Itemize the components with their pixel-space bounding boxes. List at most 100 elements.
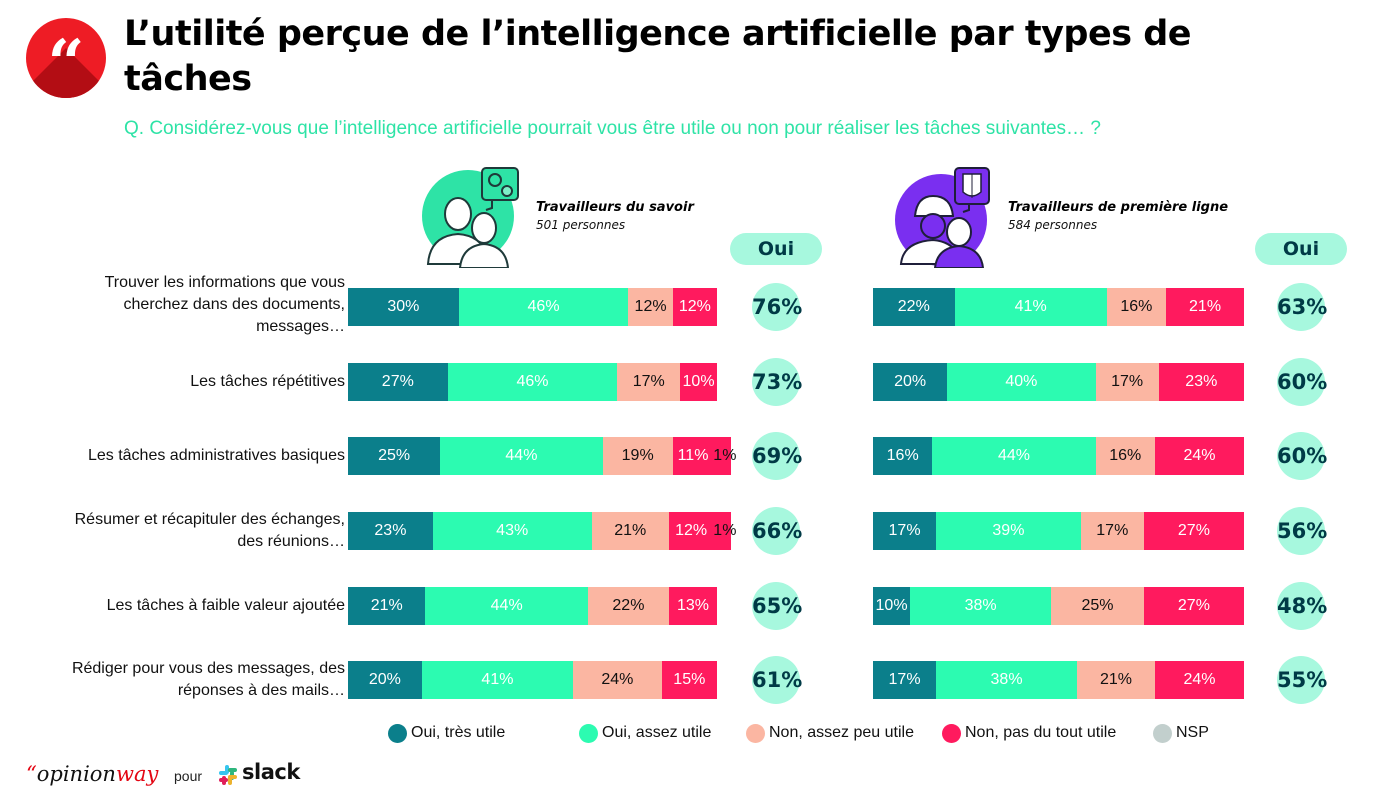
bar-segment-non-pas-du-tout-utile: 24% — [1154, 437, 1244, 475]
bar-segment-oui-assez-utile: 38% — [910, 587, 1052, 625]
bar-segment-oui-assez-utile: 44% — [440, 437, 603, 475]
bar-segment-oui-tres-utile: 22% — [873, 288, 955, 326]
oui-total-badge: 60% — [1277, 432, 1327, 480]
frontline-workers-icon — [895, 164, 999, 272]
category-label-line: messages… — [256, 318, 345, 335]
legend-item-oui-assez-utile: Oui, assez utile — [579, 722, 711, 744]
bar-segment-oui-assez-utile: 39% — [936, 512, 1081, 550]
bar-segment-non-pas-du-tout-utile: 12% — [672, 288, 717, 326]
oui-total-badge: 69% — [752, 432, 802, 480]
bar-segment-non-assez-peu-utile: 21% — [591, 512, 670, 550]
bar-segment-oui-tres-utile: 23% — [348, 512, 433, 550]
bar-segment-oui-tres-utile: 21% — [348, 587, 426, 625]
bar-segment-non-pas-du-tout-utile: 23% — [1158, 363, 1244, 401]
bar-segment-nsp: 1% — [713, 437, 736, 475]
oui-header-frontline: Oui — [1255, 233, 1347, 265]
bar-segment-nsp: 1% — [713, 512, 736, 550]
legend-item-non-assez-peu-utile: Non, assez peu utile — [746, 722, 914, 744]
bar-segment-oui-assez-utile: 38% — [936, 661, 1078, 699]
category-label-line: Résumer et récapituler des échanges, — [74, 511, 345, 528]
oui-total-badge: 61% — [752, 656, 802, 704]
bar-segment-non-assez-peu-utile: 12% — [628, 288, 673, 326]
bar-segment-oui-assez-utile: 41% — [954, 288, 1107, 326]
legend-item-oui-tres-utile: Oui, très utile — [388, 722, 505, 744]
slack-wordmark: slack — [242, 760, 300, 784]
category-label-line: réponses à des mails… — [177, 682, 345, 699]
bar-segment-non-pas-du-tout-utile: 12% — [669, 512, 714, 550]
legend-label: Oui, très utile — [411, 724, 506, 741]
quote-badge: “ — [26, 18, 106, 98]
category-label-line: Les tâches à faible valeur ajoutée — [106, 597, 345, 614]
oui-total-badge: 55% — [1277, 656, 1327, 704]
oui-total-badge: 65% — [752, 582, 802, 630]
bar-segment-oui-tres-utile: 17% — [873, 512, 937, 550]
opinionway-logo: “opinionway — [26, 762, 158, 786]
category-label-line: cherchez dans des documents, — [123, 296, 345, 313]
bar-segment-non-assez-peu-utile: 19% — [602, 437, 673, 475]
legend-swatch — [388, 723, 407, 743]
survey-question: Q. Considérez-vous que l’intelligence ar… — [124, 118, 1101, 139]
bar-segment-non-assez-peu-utile: 16% — [1106, 288, 1167, 326]
bar-segment-oui-tres-utile: 20% — [348, 661, 422, 699]
category-label-line: Les tâches répétitives — [190, 373, 345, 390]
bar-segment-oui-assez-utile: 46% — [458, 288, 629, 326]
legend-label: NSP — [1176, 724, 1209, 741]
group-title-knowledge: Travailleurs du savoir — [536, 200, 694, 215]
bar-segment-non-assez-peu-utile: 21% — [1077, 661, 1155, 699]
bar-segment-oui-assez-utile: 44% — [425, 587, 588, 625]
bar-segment-non-assez-peu-utile: 22% — [587, 587, 670, 625]
category-label: Les tâches administratives basiques — [45, 445, 345, 467]
bar-segment-oui-tres-utile: 16% — [873, 437, 933, 475]
legend-item-non-pas-du-tout-utile: Non, pas du tout utile — [942, 722, 1116, 744]
bar-segment-non-pas-du-tout-utile: 21% — [1166, 288, 1244, 326]
bar-segment-oui-assez-utile: 41% — [421, 661, 574, 699]
legend-swatch — [746, 723, 765, 743]
legend-swatch — [579, 723, 598, 743]
category-label: Résumer et récapituler des échanges, des … — [45, 509, 345, 553]
bar-segment-non-assez-peu-utile: 16% — [1095, 437, 1155, 475]
group-subtitle-knowledge: 501 personnes — [536, 218, 626, 232]
category-label: Rédiger pour vous des messages, des répon… — [45, 658, 345, 702]
category-label: Les tâches répétitives — [45, 371, 345, 393]
bar-segment-non-pas-du-tout-utile: 24% — [1154, 661, 1244, 699]
bar-segment-oui-tres-utile: 25% — [348, 437, 441, 475]
bar-segment-oui-tres-utile: 30% — [348, 288, 459, 326]
page-title: L’utilité perçue de l’intelligence artif… — [124, 14, 1192, 99]
footer-pour: pour — [174, 768, 203, 784]
bar-segment-non-assez-peu-utile: 17% — [1095, 363, 1159, 401]
bar-segment-oui-assez-utile: 44% — [932, 437, 1096, 475]
bar-segment-non-pas-du-tout-utile: 27% — [1143, 587, 1244, 625]
oui-header-knowledge: Oui — [730, 233, 822, 265]
oui-total-badge: 63% — [1277, 283, 1327, 331]
legend-swatch — [942, 723, 961, 743]
bar-segment-non-assez-peu-utile: 25% — [1051, 587, 1144, 625]
bar-segment-oui-tres-utile: 17% — [873, 661, 937, 699]
opinionway-quote-mark: “ — [26, 762, 37, 786]
slack-icon — [218, 764, 238, 786]
oui-total-badge: 56% — [1277, 507, 1327, 555]
quote-icon: “ — [47, 26, 85, 98]
category-label-line: Rédiger pour vous des messages, des — [71, 660, 345, 677]
bar-segment-non-pas-du-tout-utile: 13% — [669, 587, 717, 625]
legend-label: Oui, assez utile — [602, 724, 712, 741]
bar-segment-non-pas-du-tout-utile: 10% — [680, 363, 717, 401]
oui-total-badge: 73% — [752, 358, 802, 406]
bar-segment-non-pas-du-tout-utile: 27% — [1143, 512, 1244, 550]
bar-segment-oui-tres-utile: 20% — [873, 363, 948, 401]
bar-segment-non-pas-du-tout-utile: 11% — [672, 437, 714, 475]
opinionway-text: opinion — [36, 762, 116, 786]
bar-segment-non-assez-peu-utile: 17% — [1080, 512, 1144, 550]
bar-segment-oui-tres-utile: 27% — [348, 363, 448, 401]
oui-total-badge: 66% — [752, 507, 802, 555]
legend-swatch — [1153, 723, 1172, 743]
bar-segment-non-assez-peu-utile: 17% — [617, 363, 681, 401]
bar-segment-non-pas-du-tout-utile: 15% — [661, 661, 717, 699]
category-label-line: Trouver les informations que vous — [104, 274, 345, 291]
category-label-line: Les tâches administratives basiques — [87, 447, 345, 464]
category-label: Les tâches à faible valeur ajoutée — [45, 595, 345, 617]
oui-total-badge: 48% — [1277, 582, 1327, 630]
group-title-frontline: Travailleurs de première ligne — [1008, 200, 1229, 215]
group-subtitle-frontline: 584 personnes — [1008, 218, 1098, 232]
oui-total-badge: 76% — [752, 283, 802, 331]
opinionway-accent-text: way — [115, 762, 159, 786]
